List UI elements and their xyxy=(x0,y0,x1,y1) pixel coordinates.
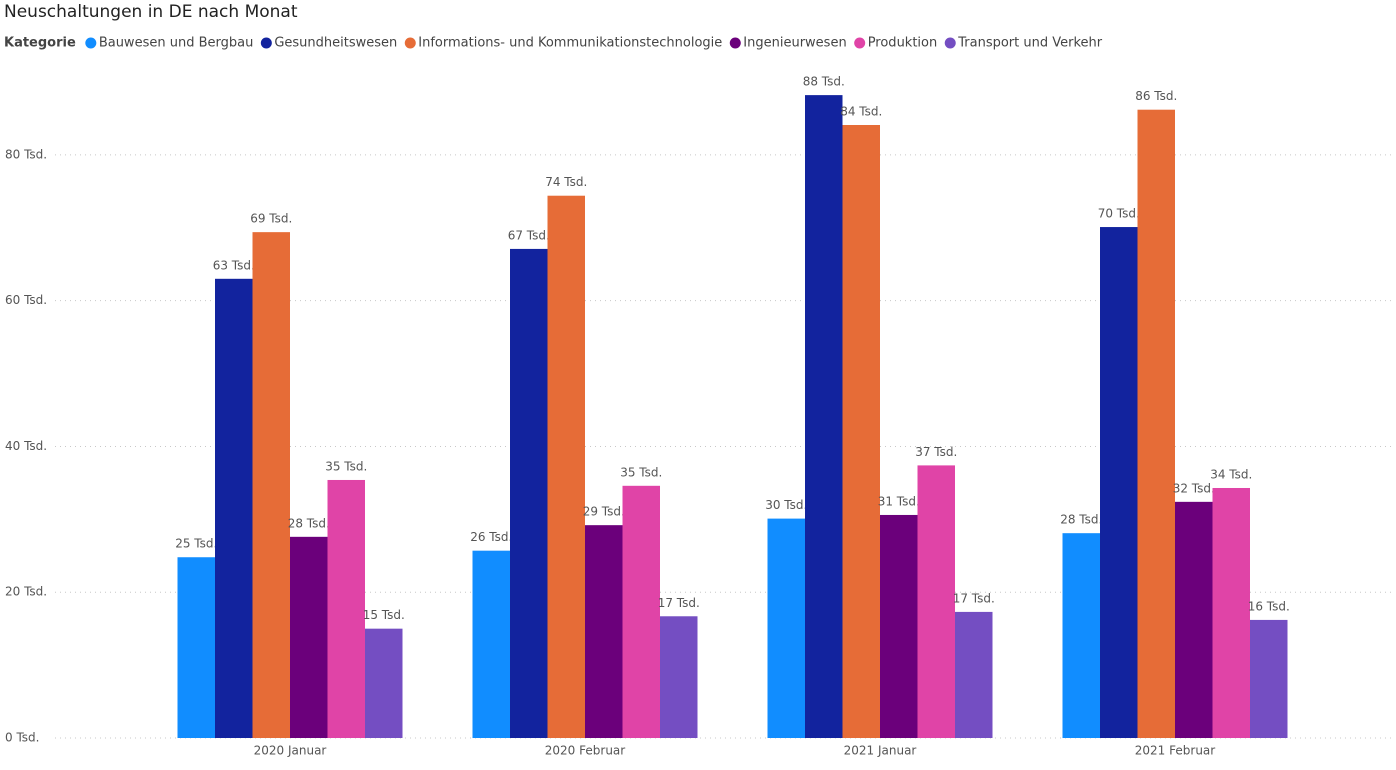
bar xyxy=(955,611,993,738)
bar xyxy=(842,125,880,738)
data-label: 67 Tsd. xyxy=(508,228,550,242)
legend-label: Ingenieurwesen xyxy=(743,36,846,51)
legend-marker xyxy=(404,37,416,49)
data-label: 15 Tsd. xyxy=(363,608,405,622)
data-label: 31 Tsd. xyxy=(878,494,920,508)
x-tick-label: 2020 Februar xyxy=(545,744,625,758)
data-label: 74 Tsd. xyxy=(545,175,587,189)
x-tick-label: 2021 Januar xyxy=(844,744,917,758)
y-tick-label: 40 Tsd. xyxy=(5,439,47,453)
bar xyxy=(252,232,290,738)
chart-title: Neuschaltungen in DE nach Monat xyxy=(4,2,298,22)
data-label: 30 Tsd. xyxy=(765,498,807,512)
bar xyxy=(510,248,548,738)
bar xyxy=(472,550,510,738)
legend-label: Informations- und Kommunikationstechnolo… xyxy=(418,36,722,51)
bar xyxy=(1212,487,1250,738)
data-label: 28 Tsd. xyxy=(288,516,330,530)
bar xyxy=(1175,501,1213,738)
data-label: 69 Tsd. xyxy=(250,212,292,226)
data-label: 70 Tsd. xyxy=(1098,207,1140,221)
bar xyxy=(1250,619,1288,738)
bar xyxy=(547,195,585,738)
legend-label: Gesundheitswesen xyxy=(274,36,397,51)
data-label: 16 Tsd. xyxy=(1248,599,1290,613)
legend-label: Produktion xyxy=(868,36,938,51)
data-label: 25 Tsd. xyxy=(175,537,217,551)
data-label: 84 Tsd. xyxy=(840,105,882,119)
data-label: 32 Tsd. xyxy=(1173,481,1215,495)
bar xyxy=(805,95,843,739)
data-label: 34 Tsd. xyxy=(1210,467,1252,481)
legend-marker xyxy=(260,37,272,49)
data-label: 86 Tsd. xyxy=(1135,89,1177,103)
bar xyxy=(767,518,805,738)
x-tick-label: 2021 Februar xyxy=(1135,744,1215,758)
legend-marker xyxy=(729,37,741,49)
bar xyxy=(1062,533,1100,738)
data-label: 28 Tsd. xyxy=(1060,513,1102,527)
legend-label: Bauwesen und Bergbau xyxy=(99,36,254,51)
bar xyxy=(365,628,403,738)
legend-marker xyxy=(85,37,97,49)
legend-marker xyxy=(944,37,956,49)
data-label: 35 Tsd. xyxy=(325,459,367,473)
bar xyxy=(917,465,955,738)
x-tick-label: 2020 Januar xyxy=(254,744,327,758)
data-label: 17 Tsd. xyxy=(658,596,700,610)
y-tick-label: 60 Tsd. xyxy=(5,293,47,307)
bar xyxy=(660,616,698,738)
data-label: 37 Tsd. xyxy=(915,445,957,459)
bar xyxy=(327,479,365,738)
bar xyxy=(1100,227,1138,738)
data-label: 26 Tsd. xyxy=(470,530,512,544)
legend-title: Kategorie xyxy=(4,36,76,51)
bar xyxy=(880,514,918,738)
bar xyxy=(585,525,623,738)
legend-marker xyxy=(854,37,866,49)
bar xyxy=(215,278,253,738)
bar xyxy=(622,485,660,738)
data-label: 35 Tsd. xyxy=(620,465,662,479)
data-label: 88 Tsd. xyxy=(803,75,845,89)
bar xyxy=(177,557,215,738)
data-label: 63 Tsd. xyxy=(213,258,255,272)
y-tick-label: 80 Tsd. xyxy=(5,147,47,161)
bar xyxy=(1137,109,1175,739)
data-label: 17 Tsd. xyxy=(953,591,995,605)
legend-label: Transport und Verkehr xyxy=(957,36,1103,51)
bar xyxy=(290,536,328,738)
data-label: 29 Tsd. xyxy=(583,505,625,519)
y-tick-label: 0 Tsd. xyxy=(5,731,39,745)
y-tick-label: 20 Tsd. xyxy=(5,585,47,599)
